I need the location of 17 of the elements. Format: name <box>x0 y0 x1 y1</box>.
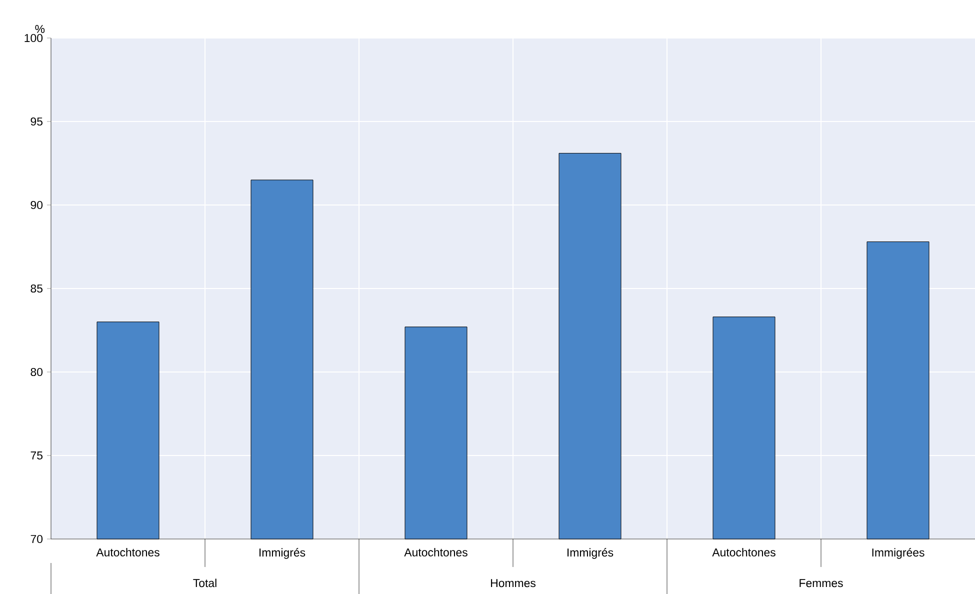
x-tick-label: Autochtones <box>404 548 468 556</box>
y-tick-label: 80 <box>30 368 43 376</box>
y-tick-label: 70 <box>30 534 43 544</box>
text: Hommes <box>491 579 536 588</box>
x-tick-label: Immigrées <box>872 548 924 559</box>
text: Total <box>193 578 216 588</box>
y-tick-label: 100 <box>24 34 43 42</box>
text: Femmes <box>800 579 843 588</box>
x-tick-label: Autochtones <box>96 548 160 556</box>
y-tick-label: 75 <box>30 452 42 460</box>
x-tick-label: Immigrés <box>260 548 306 559</box>
y-tick-label: 90 <box>30 200 43 210</box>
y-axis-title: % <box>35 24 45 33</box>
x-tick-label: Immigrés <box>568 548 614 559</box>
x-tick-label: Autochtones <box>712 548 776 556</box>
y-tick-label: 95 <box>30 117 42 126</box>
y-tick-label: 85 <box>30 284 42 293</box>
